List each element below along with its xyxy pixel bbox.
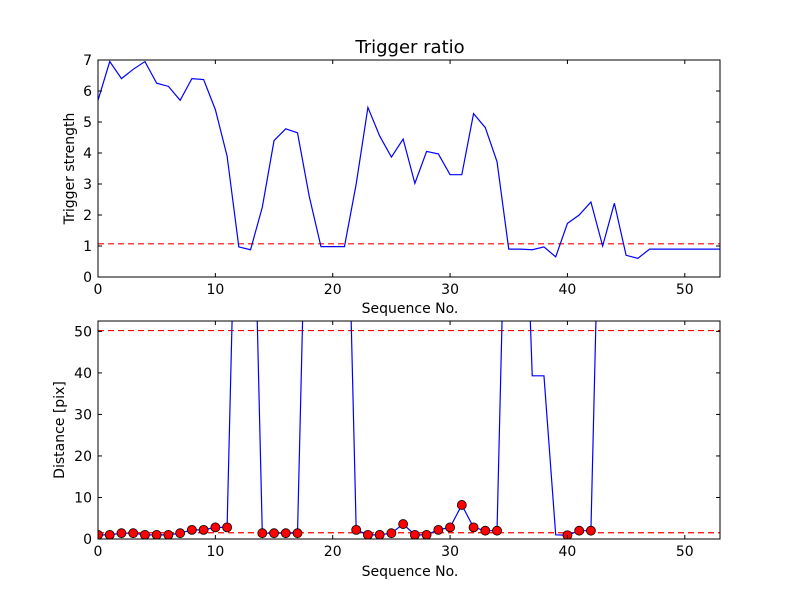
trigger-ratio-chart: Trigger ratio 0 10 20 30 40 50 0 1 2 3 4 5 6 7 Sequen… [62, 37, 721, 317]
x-tick-label: 30 [441, 544, 459, 560]
y-tick-label: 3 [83, 177, 92, 193]
data-point [398, 519, 409, 529]
x-tick-label: 10 [206, 544, 224, 560]
x-tick-label: 20 [324, 282, 342, 298]
data-point [151, 529, 162, 539]
data-point [269, 528, 279, 539]
x-axis-label: Sequence No. [362, 564, 459, 580]
data-point [386, 528, 397, 539]
data-point [140, 529, 150, 539]
data-point [492, 525, 502, 536]
chart-title: Trigger ratio [354, 37, 464, 58]
y-tick-label: 6 [83, 84, 92, 100]
data-point [175, 528, 186, 539]
y-axis-label: Distance [pix] [52, 381, 68, 479]
data-point [198, 524, 209, 535]
y-tick-label: 7 [83, 53, 92, 69]
data-point [468, 522, 479, 533]
y-tick-label: 0 [83, 532, 92, 548]
y-tick-label: 20 [74, 449, 92, 465]
data-point [163, 529, 174, 539]
y-tick-label: 0 [83, 270, 92, 286]
y-tick-label: 30 [74, 407, 92, 423]
data-point [98, 529, 103, 539]
y-tick-label: 2 [83, 208, 92, 224]
data-point [292, 528, 303, 539]
data-point [574, 525, 585, 536]
x-tick-label: 50 [676, 282, 694, 298]
data-point [222, 522, 232, 533]
data-point [363, 529, 373, 539]
y-axis-label: Trigger strength [62, 113, 78, 226]
y-tick-label: 40 [74, 366, 92, 382]
y-tick-label: 4 [83, 146, 92, 162]
data-point [374, 529, 385, 539]
axes-frame [97, 320, 721, 540]
axis-ticks: 0 10 20 30 40 50 0 1 2 3 4 5 6 7 [83, 53, 720, 298]
plot-area [98, 321, 720, 539]
y-tick-label: 50 [74, 324, 92, 340]
data-point [351, 524, 362, 535]
series-line-0 [98, 60, 720, 260]
x-tick-label: 0 [94, 282, 103, 298]
x-tick-label: 30 [441, 282, 459, 298]
data-point [186, 524, 197, 535]
x-axis-label: Sequence No. [362, 301, 459, 317]
axes-frame [97, 59, 721, 278]
distance-chart: 0 10 20 30 40 50 0 10 20 30 40 50 Sequence No. Dist… [52, 320, 721, 580]
y-tick-label: 10 [74, 490, 92, 506]
data-point [210, 522, 221, 533]
data-point [104, 529, 115, 539]
axis-ticks: 0 10 20 30 40 50 0 10 20 30 40 50 [74, 321, 720, 560]
data-point [116, 528, 127, 539]
data-point [456, 500, 467, 510]
data-point [421, 529, 432, 539]
data-point [433, 524, 444, 535]
data-point [445, 522, 455, 533]
y-tick-label: 1 [83, 239, 92, 255]
x-tick-label: 40 [559, 544, 577, 560]
data-point [128, 528, 139, 539]
x-tick-label: 0 [94, 544, 103, 560]
x-tick-label: 20 [324, 544, 342, 560]
x-tick-label: 40 [559, 282, 577, 298]
data-point [480, 525, 491, 536]
data-point [409, 529, 420, 539]
y-tick-label: 5 [83, 115, 92, 131]
data-point [257, 528, 268, 539]
data-point [562, 530, 573, 539]
data-point [280, 528, 291, 539]
x-tick-label: 50 [676, 544, 694, 560]
plot-area [98, 60, 720, 260]
x-tick-label: 10 [206, 282, 224, 298]
data-point [586, 525, 596, 536]
